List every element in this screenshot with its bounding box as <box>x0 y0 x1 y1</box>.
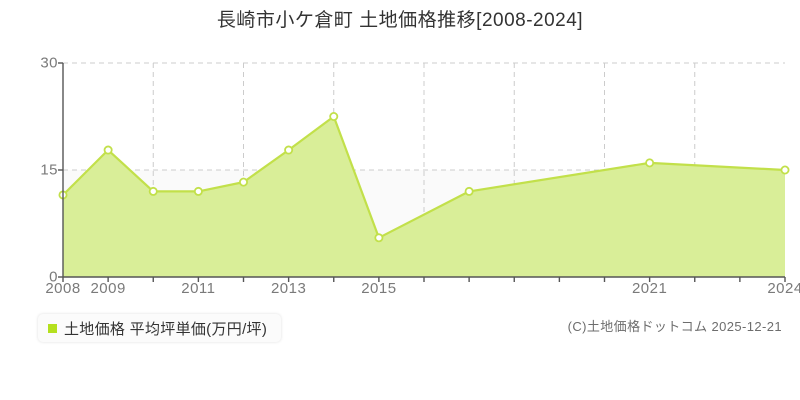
x-axis-tick-label: 2021 <box>631 280 668 297</box>
copyright-credit: (C)土地価格ドットコム 2025-12-21 <box>567 319 782 334</box>
data-point-marker <box>645 158 655 168</box>
series-area-fill <box>63 116 785 277</box>
x-axis-tick-label: 2013 <box>270 280 307 297</box>
y-axis-tick-label: 15 <box>40 161 58 179</box>
data-point-marker <box>329 112 339 122</box>
legend-label: 土地価格 平均坪単価(万円/坪) <box>64 320 268 338</box>
data-point-marker <box>780 165 790 175</box>
legend-swatch-icon <box>48 323 57 333</box>
chart-title: 長崎市小ケ倉町 土地価格推移[2008-2024] <box>216 10 584 31</box>
data-point-marker <box>103 145 113 155</box>
data-point-marker <box>148 186 158 196</box>
x-axis-tick-label: 2009 <box>90 280 126 297</box>
chart-legend: 土地価格 平均坪単価(万円/坪) <box>38 314 282 342</box>
x-axis-tick-label: 2008 <box>45 280 81 297</box>
y-axis-tick-label: 30 <box>40 54 58 72</box>
x-axis-tick-label: 2015 <box>361 280 397 297</box>
data-point-marker <box>374 233 384 243</box>
data-point-marker <box>238 177 248 187</box>
data-point-marker <box>464 186 474 196</box>
data-point-marker <box>193 186 203 196</box>
x-axis-tick-label: 2024 <box>767 280 800 297</box>
data-point-marker <box>284 145 294 155</box>
y-axis-tick-label: 0 <box>49 268 58 286</box>
x-axis-tick-label: 2011 <box>181 280 216 297</box>
